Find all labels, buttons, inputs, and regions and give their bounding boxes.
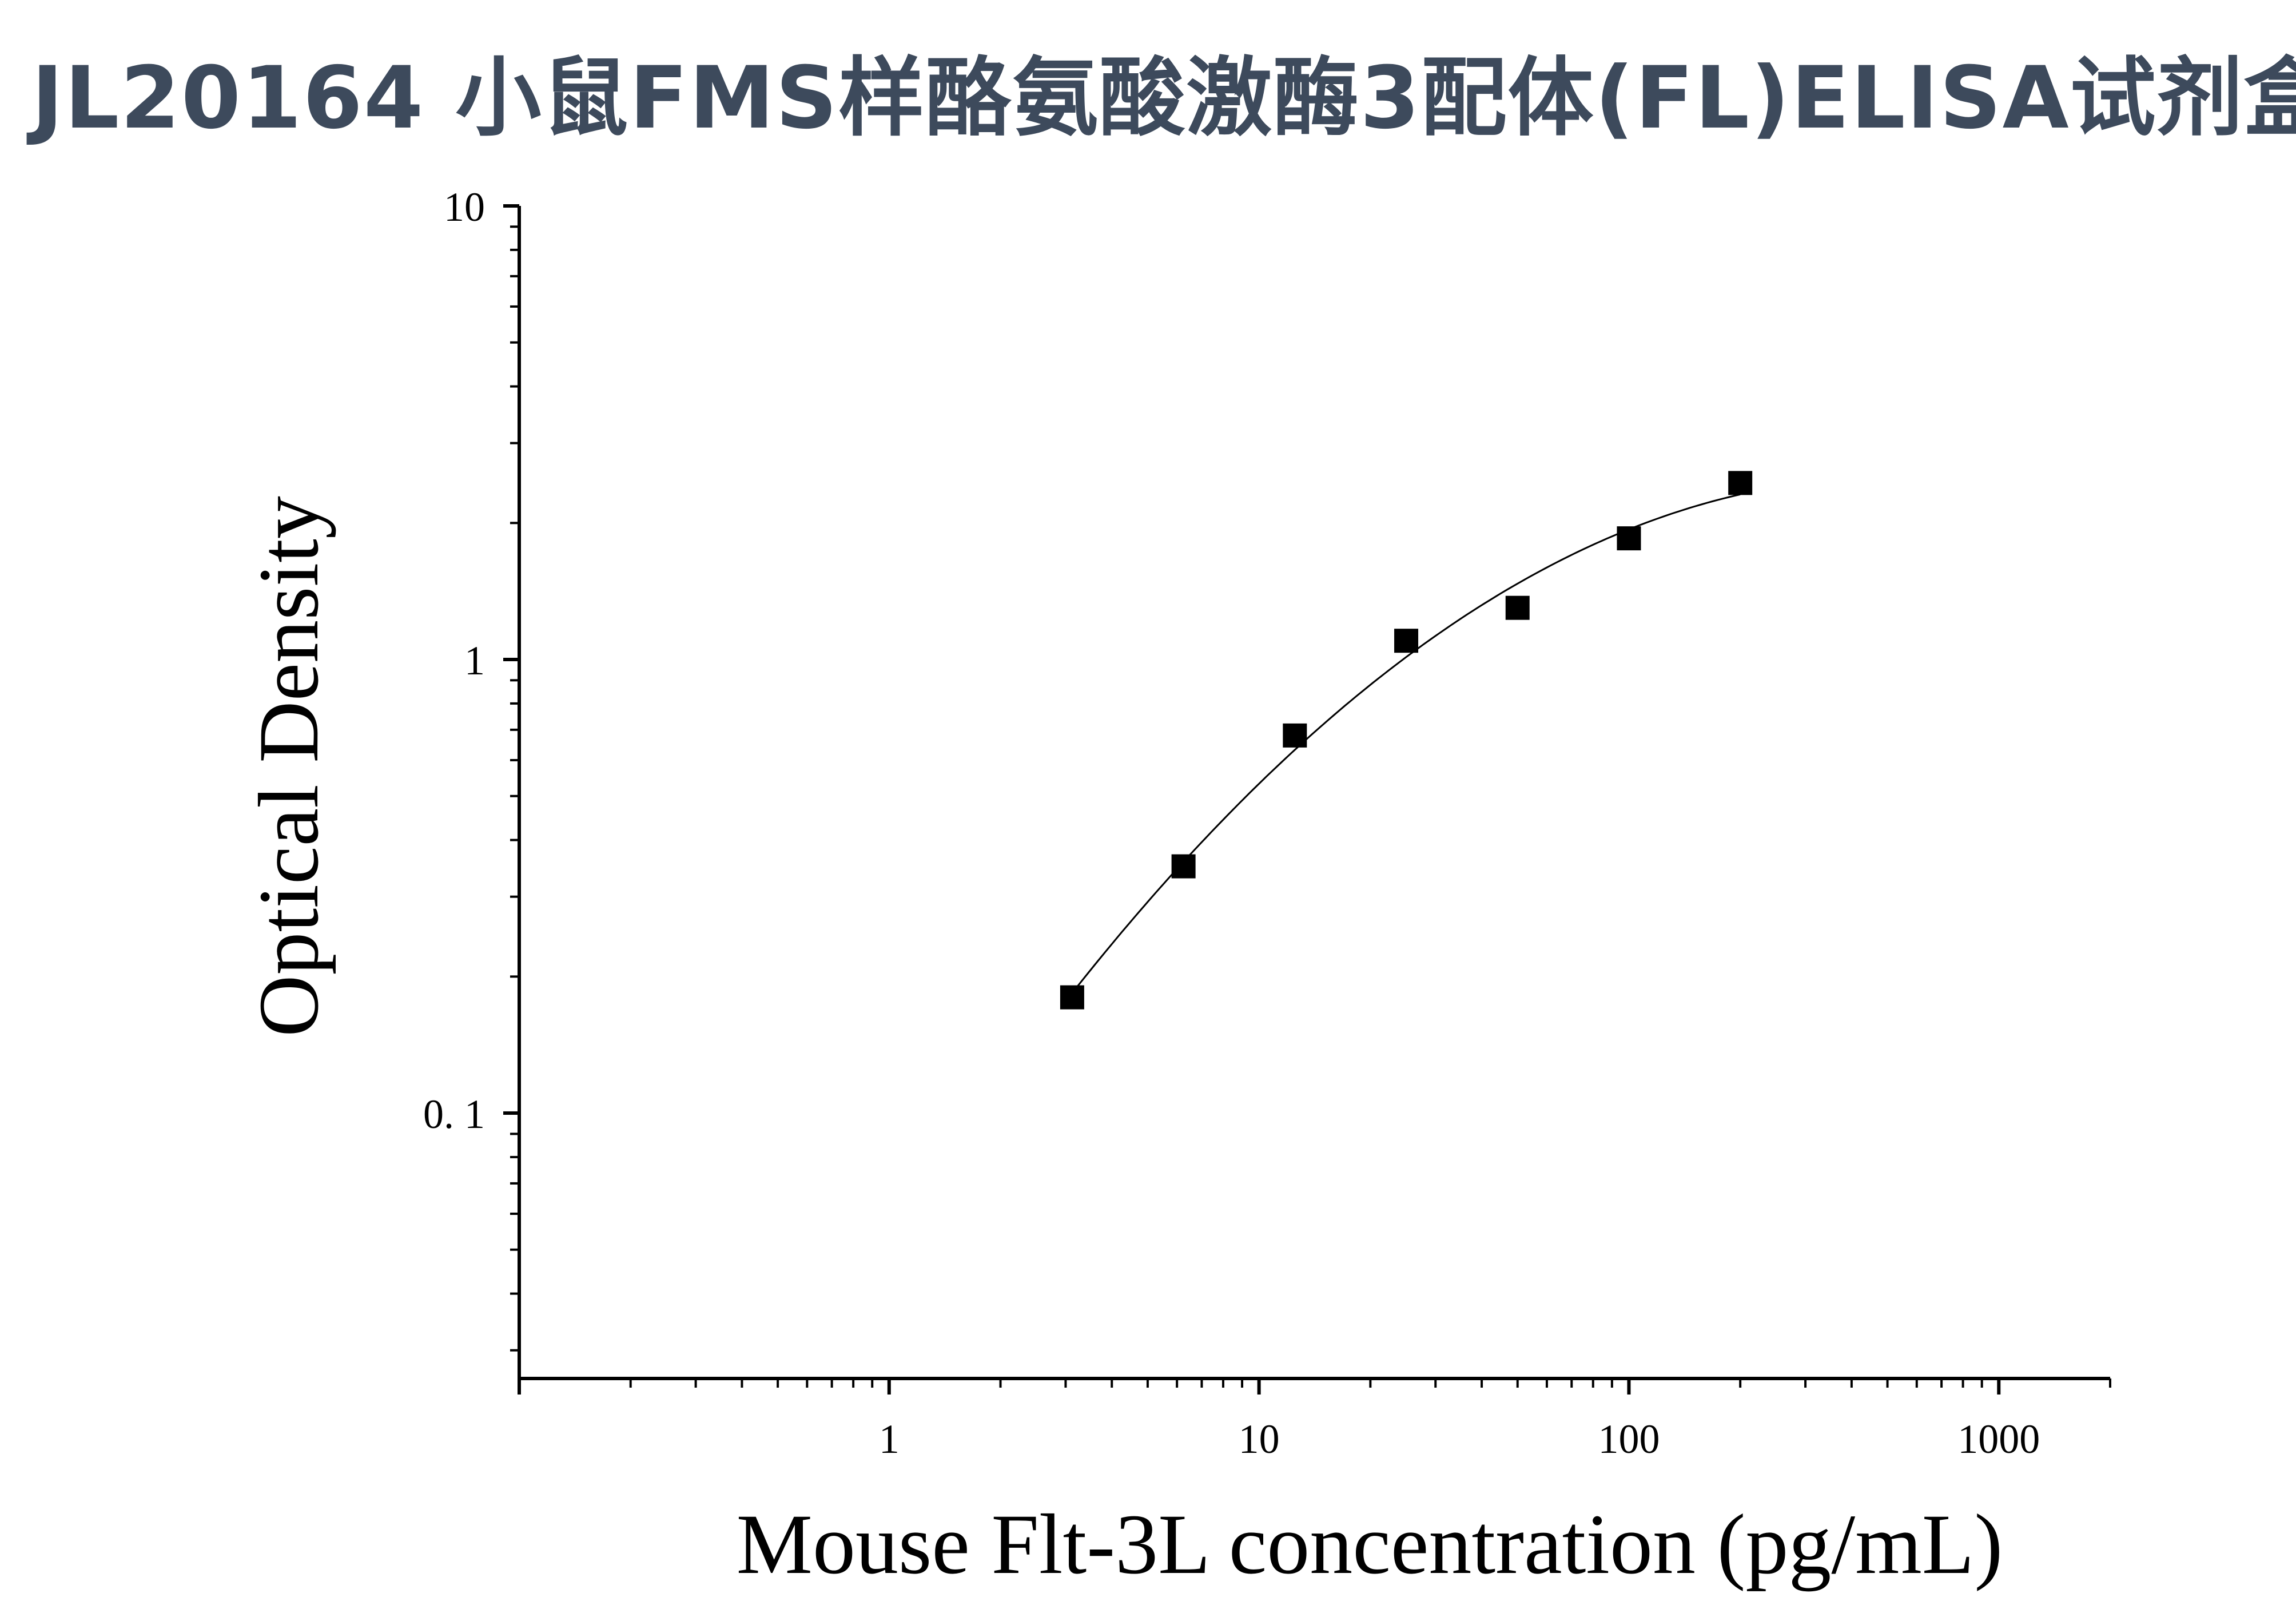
x-tick-label: 100 xyxy=(1598,1416,1660,1462)
x-tick-label: 10 xyxy=(1239,1416,1280,1462)
data-point xyxy=(1060,985,1084,1010)
data-point xyxy=(1505,595,1530,620)
fit-curve-group xyxy=(1071,493,1741,994)
x-axis-title: Mouse Flt-3L concentration (pg/mL) xyxy=(737,1497,2003,1592)
page-title: JL20164 小鼠FMS样酪氨酸激酶3配体(FL)ELISA试剂盒 xyxy=(31,49,2296,148)
data-point xyxy=(1617,526,1641,551)
x-tick-label: 1 xyxy=(879,1416,900,1462)
data-point xyxy=(1283,723,1307,748)
axes xyxy=(518,206,2110,1380)
y-tick-label: 0. 1 xyxy=(423,1091,485,1137)
x-tick-label: 1000 xyxy=(1957,1416,2040,1462)
data-point xyxy=(1394,629,1419,653)
y-tick-label: 1 xyxy=(464,638,485,684)
y-tick-label: 10 xyxy=(444,184,485,230)
data-point xyxy=(1728,471,1753,495)
fit-curve xyxy=(1071,493,1741,994)
x-axis-ticks: 1 10 100 1000 xyxy=(518,1378,2111,1462)
data-points xyxy=(1060,471,1753,1010)
data-point xyxy=(1171,854,1196,879)
y-axis-title: Optical Density xyxy=(241,496,336,1037)
y-axis-ticks: 0. 1 1 10 xyxy=(423,184,519,1352)
